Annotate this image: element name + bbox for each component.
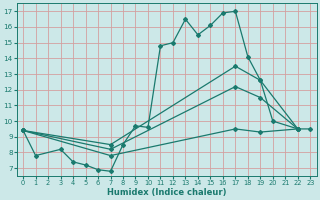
X-axis label: Humidex (Indice chaleur): Humidex (Indice chaleur) bbox=[107, 188, 227, 197]
